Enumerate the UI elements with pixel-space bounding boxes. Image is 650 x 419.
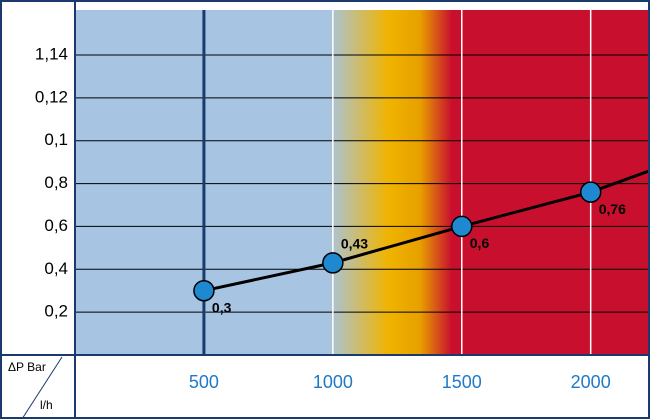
x-tick-label: 500 bbox=[189, 372, 219, 392]
y-tick-label: 0,4 bbox=[44, 259, 68, 278]
y-tick-label: 0,6 bbox=[44, 216, 68, 235]
data-label: 0,3 bbox=[212, 299, 232, 315]
y-tick-label: 0,2 bbox=[44, 302, 68, 321]
y-tick-label: 0,12 bbox=[35, 87, 68, 106]
data-point bbox=[579, 181, 602, 203]
y-axis-label: ΔP Bar bbox=[8, 360, 46, 374]
data-point bbox=[451, 215, 473, 238]
plot-background bbox=[75, 10, 650, 355]
x-tick-label: 1000 bbox=[313, 372, 353, 392]
y-tick-label: 0,1 bbox=[44, 130, 68, 149]
y-tick-label: 1,14 bbox=[35, 44, 68, 63]
x-tick-label: 1500 bbox=[442, 372, 482, 392]
x-tick-label: 2000 bbox=[571, 372, 611, 392]
data-label: 0,6 bbox=[470, 235, 490, 251]
data-point bbox=[322, 252, 344, 274]
data-label: 0,43 bbox=[341, 236, 368, 252]
data-label: 0,76 bbox=[599, 201, 626, 217]
x-axis-label: l/h bbox=[40, 398, 53, 412]
corner-diagonal bbox=[21, 356, 63, 419]
data-point bbox=[193, 279, 215, 302]
y-tick-label: 0,8 bbox=[44, 173, 68, 192]
